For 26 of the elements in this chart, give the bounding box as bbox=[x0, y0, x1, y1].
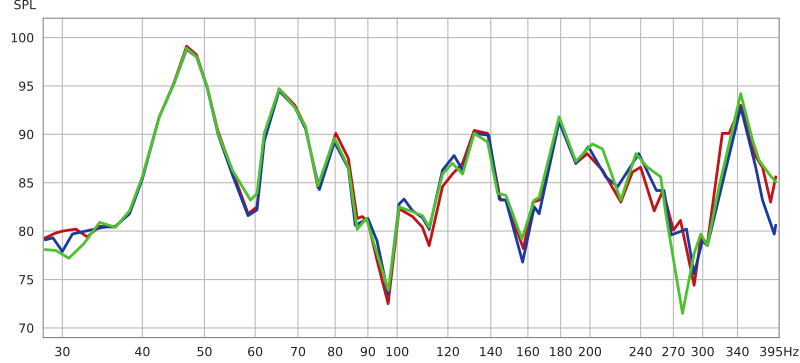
x-tick-label: 90 bbox=[360, 346, 376, 356]
x-tick-label: 340 bbox=[726, 346, 749, 356]
x-tick-label: 300 bbox=[692, 346, 714, 356]
y-tick-label: 85 bbox=[19, 178, 34, 188]
x-tick-label: 60 bbox=[248, 346, 262, 356]
x-tick-label: 40 bbox=[135, 346, 150, 356]
y-tick-label: 70 bbox=[19, 323, 34, 333]
y-axis-title: SPL bbox=[14, 0, 36, 10]
y-tick-label: 100 bbox=[12, 32, 34, 42]
x-tick-label: 200 bbox=[578, 346, 602, 356]
x-tick-label: 270 bbox=[662, 346, 684, 356]
x-tick-label: 120 bbox=[437, 346, 459, 356]
x-tick-label: 140 bbox=[480, 346, 502, 356]
x-tick-label: 160 bbox=[517, 346, 539, 356]
y-tick-label: 80 bbox=[19, 226, 34, 236]
x-tick-label: 50 bbox=[197, 346, 212, 356]
y-tick-label: 95 bbox=[19, 81, 34, 91]
x-tick-label: 240 bbox=[630, 346, 652, 356]
x-tick-label: 180 bbox=[550, 346, 572, 356]
x-tick-label: 395Hz bbox=[760, 346, 799, 356]
y-tick-label: 75 bbox=[19, 275, 34, 284]
x-tick-label: 30 bbox=[55, 346, 70, 356]
x-tick-label: 70 bbox=[291, 346, 306, 356]
y-tick-label: 90 bbox=[19, 130, 34, 140]
x-tick-label: 80 bbox=[328, 346, 342, 356]
x-tick-label: 100 bbox=[386, 346, 408, 356]
